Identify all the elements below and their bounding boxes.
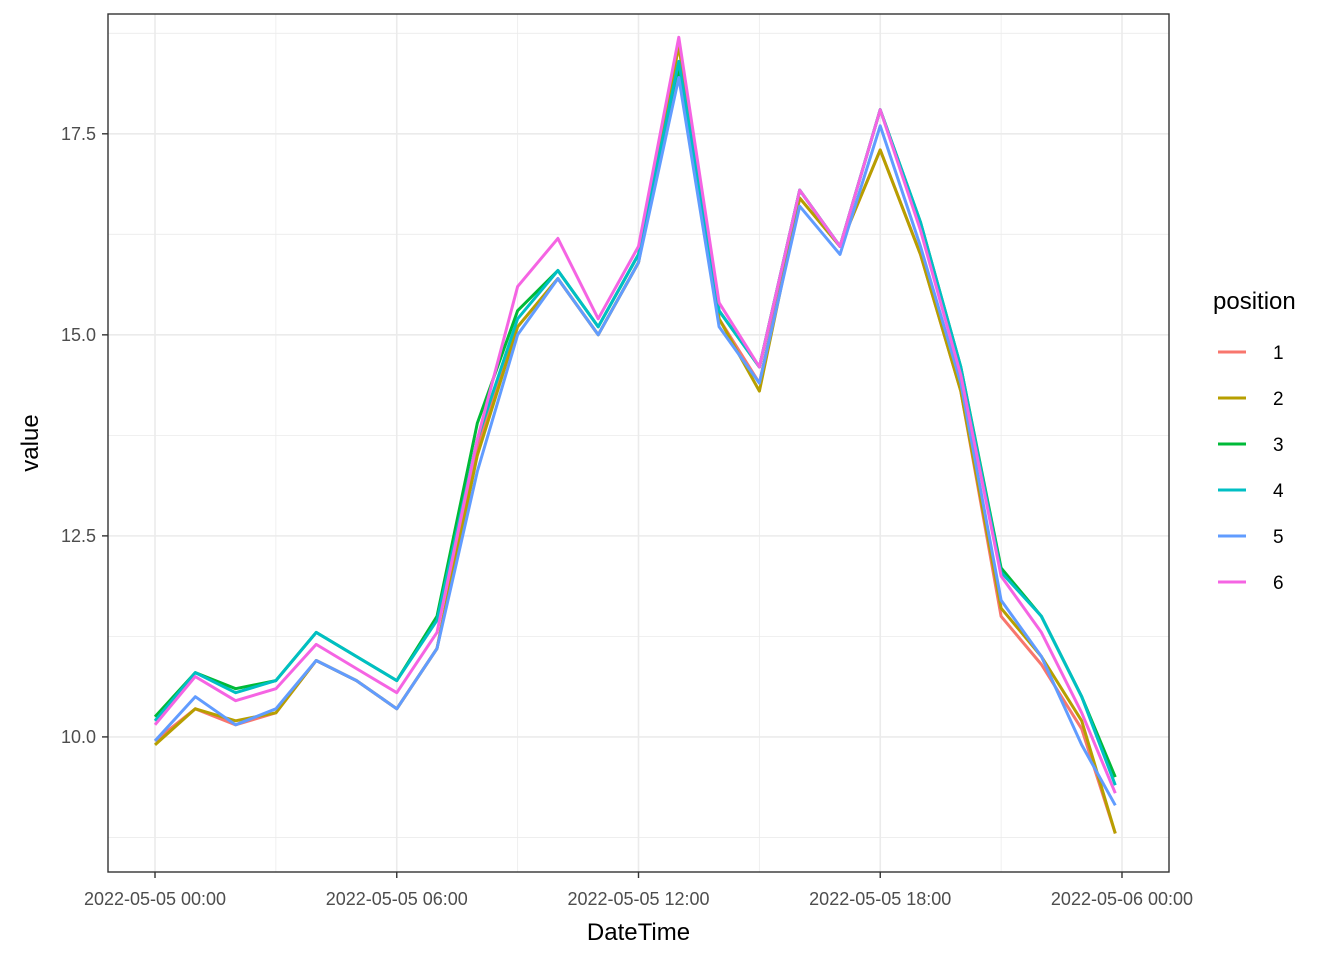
y-tick-label: 10.0 [61,727,96,747]
y-tick-label: 15.0 [61,325,96,345]
series-line-4 [153,59,1117,786]
x-tick-label: 2022-05-06 00:00 [1051,889,1193,909]
legend-items: 1 2 3 4 5 6 [1218,343,1284,594]
x-tick-label: 2022-05-05 18:00 [809,889,951,909]
legend-label-1: 1 [1273,343,1284,364]
major-gridlines [108,14,1169,872]
y-axis-title: value [17,414,44,471]
legend-label-3: 3 [1273,435,1284,456]
legend-title: position [1213,288,1296,315]
x-axis: 2022-05-05 00:00 2022-05-05 06:00 2022-05-… [84,872,1193,909]
series-line-6 [153,35,1117,794]
x-tick-label: 2022-05-05 00:00 [84,889,226,909]
x-tick-label: 2022-05-05 06:00 [326,889,468,909]
legend-label-4: 4 [1273,481,1284,502]
x-tick-label: 2022-05-05 12:00 [567,889,709,909]
y-axis: 10.0 12.5 15.0 17.5 [61,124,108,747]
legend: position 1 2 3 4 5 6 [1213,288,1296,594]
y-tick-label: 12.5 [61,526,96,546]
series-lines [153,35,1117,834]
legend-label-6: 6 [1273,573,1284,594]
series-line-5 [153,76,1117,807]
y-tick-label: 17.5 [61,124,96,144]
legend-label-2: 2 [1273,389,1284,410]
legend-label-5: 5 [1273,527,1284,548]
x-axis-title: DateTime [587,919,690,946]
